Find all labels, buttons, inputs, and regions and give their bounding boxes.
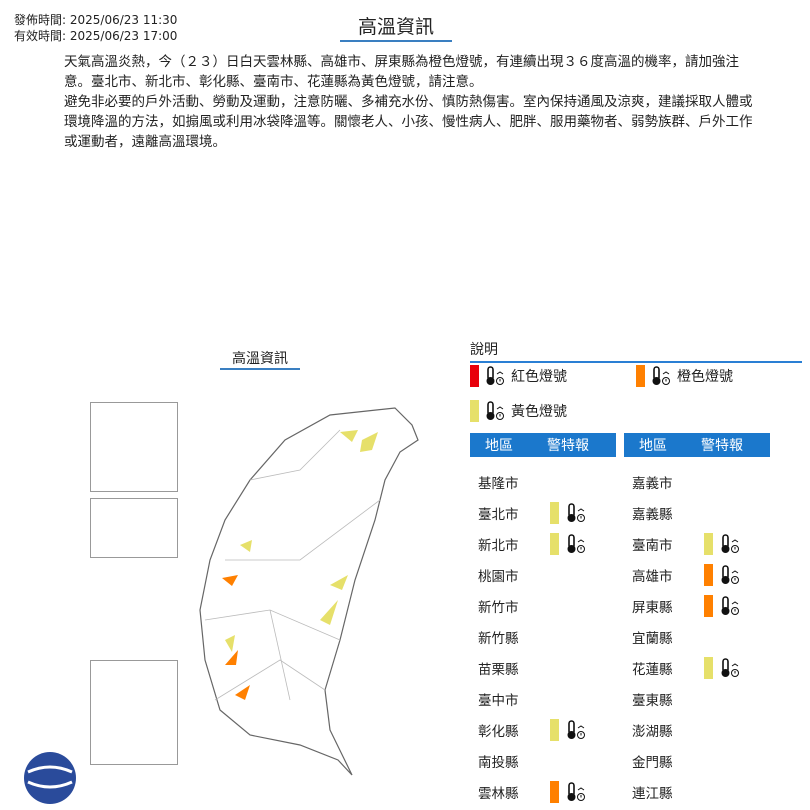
thermometer-yellow-icon: [721, 658, 739, 677]
thermometer-yellow-icon: [567, 503, 585, 522]
cwa-logo: [24, 752, 76, 804]
inset-map-kinmen: [90, 498, 178, 558]
table-row: 臺東縣: [632, 689, 704, 709]
region-name: 高雄市: [632, 569, 673, 585]
region-yunlin: [222, 575, 238, 586]
thermometer-orange-icon: [567, 782, 585, 801]
legend-item: 黃色燈號: [470, 400, 567, 422]
legend-swatch: [636, 365, 645, 387]
region-name: 基隆市: [478, 476, 519, 492]
table-row: 臺南市: [632, 533, 741, 555]
thermometer-yellow-icon: [486, 401, 504, 420]
legend-swatch: [470, 365, 479, 387]
legend-label: 黃色燈號: [511, 404, 567, 420]
inset-map-matsu: [90, 402, 178, 492]
table-row: 宜蘭縣: [632, 627, 704, 647]
valid-time: 有效時間: 2025/06/23 17:00: [14, 29, 178, 43]
legend-item: 橙色燈號: [636, 365, 733, 387]
thermometer-orange-icon: [721, 596, 739, 615]
region-name: 臺南市: [632, 538, 673, 554]
region-tainan: [225, 635, 235, 652]
region-name: 臺北市: [478, 507, 519, 523]
legend-item: 紅色燈號: [470, 365, 567, 387]
region-hualien: [320, 575, 348, 625]
region-name: 金門縣: [632, 755, 673, 771]
region-name: 宜蘭縣: [632, 631, 673, 647]
warning-swatch: [704, 595, 713, 617]
table-row: 南投縣: [478, 751, 550, 771]
legend-title: 說明: [470, 339, 802, 363]
warning-swatch: [704, 533, 713, 555]
region-name: 新竹市: [478, 600, 519, 616]
region-name: 屏東縣: [632, 600, 673, 616]
region-name: 桃園市: [478, 569, 519, 585]
region-kaohsiung-pingtung: [225, 650, 250, 700]
warning-swatch: [704, 564, 713, 586]
thermometer-yellow-icon: [721, 534, 739, 553]
table-row: 臺中市: [478, 689, 550, 709]
warning-swatch: [550, 502, 559, 524]
table-header: 地區 警特報: [624, 433, 770, 457]
region-name: 臺東縣: [632, 693, 673, 709]
region-name: 彰化縣: [478, 724, 519, 740]
table-row: 嘉義市: [632, 472, 704, 492]
table-row: 屏東縣: [632, 595, 741, 617]
region-name: 雲林縣: [478, 786, 519, 802]
warning-swatch: [550, 533, 559, 555]
table-row: 嘉義縣: [632, 503, 704, 523]
table-row: 苗栗縣: [478, 658, 550, 678]
table-row: 新北市: [478, 533, 587, 555]
region-name: 連江縣: [632, 786, 673, 802]
table-row: 澎湖縣: [632, 720, 704, 740]
table-row: 新竹市: [478, 596, 550, 616]
advisory-text: 天氣高溫炎熱，今（２３）日白天雲林縣、高雄市、屏東縣為橙色燈號，有連續出現３６度…: [64, 52, 754, 152]
advisory-paragraph: 避免非必要的戶外活動、勞動及運動，注意防曬、多補充水份、慎防熱傷害。室內保持通風…: [64, 94, 753, 150]
table-header: 地區 警特報: [470, 433, 616, 457]
advisory-paragraph: 天氣高溫炎熱，今（２３）日白天雲林縣、高雄市、屏東縣為橙色燈號，有連續出現３６度…: [64, 54, 739, 90]
region-name: 嘉義市: [632, 476, 673, 492]
col-region: 地區: [639, 438, 667, 454]
region-name: 新北市: [478, 538, 519, 554]
region-taipei-newtaipei: [340, 430, 378, 452]
warning-swatch: [550, 781, 559, 803]
col-warning: 警特報: [547, 438, 589, 454]
taiwan-map: [24, 407, 419, 804]
region-name: 澎湖縣: [632, 724, 673, 740]
region-name: 新竹縣: [478, 631, 519, 647]
table-row: 連江縣: [632, 782, 704, 802]
region-name: 苗栗縣: [478, 662, 519, 678]
table-row: 新竹縣: [478, 627, 550, 647]
table-row: 高雄市: [632, 564, 741, 586]
warning-swatch: [550, 719, 559, 741]
thermometer-orange-icon: [721, 565, 739, 584]
legend-label: 橙色燈號: [677, 369, 733, 385]
col-region: 地區: [485, 438, 513, 454]
region-changhua: [240, 540, 252, 552]
region-name: 南投縣: [478, 755, 519, 771]
table-row: 桃園市: [478, 565, 550, 585]
legend-swatch: [470, 400, 479, 422]
table-row: 彰化縣: [478, 719, 587, 741]
table-row: 雲林縣: [478, 781, 587, 803]
thermometer-yellow-icon: [567, 720, 585, 739]
page-title: 高溫資訊: [340, 12, 452, 42]
col-warning: 警特報: [701, 438, 743, 454]
table-row: 花蓮縣: [632, 657, 741, 679]
thermometer-orange-icon: [652, 366, 670, 385]
map-title: 高溫資訊: [220, 348, 300, 370]
table-row: 基隆市: [478, 472, 550, 492]
region-name: 花蓮縣: [632, 662, 673, 678]
table-row: 金門縣: [632, 751, 704, 771]
region-name: 嘉義縣: [632, 507, 673, 523]
legend-label: 紅色燈號: [511, 369, 567, 385]
table-row: 臺北市: [478, 502, 587, 524]
thermometer-yellow-icon: [567, 534, 585, 553]
inset-map-penghu: [90, 660, 178, 765]
thermometer-red-icon: [486, 366, 504, 385]
issue-time: 發佈時間: 2025/06/23 11:30: [14, 13, 178, 27]
warning-swatch: [704, 657, 713, 679]
region-name: 臺中市: [478, 693, 519, 709]
